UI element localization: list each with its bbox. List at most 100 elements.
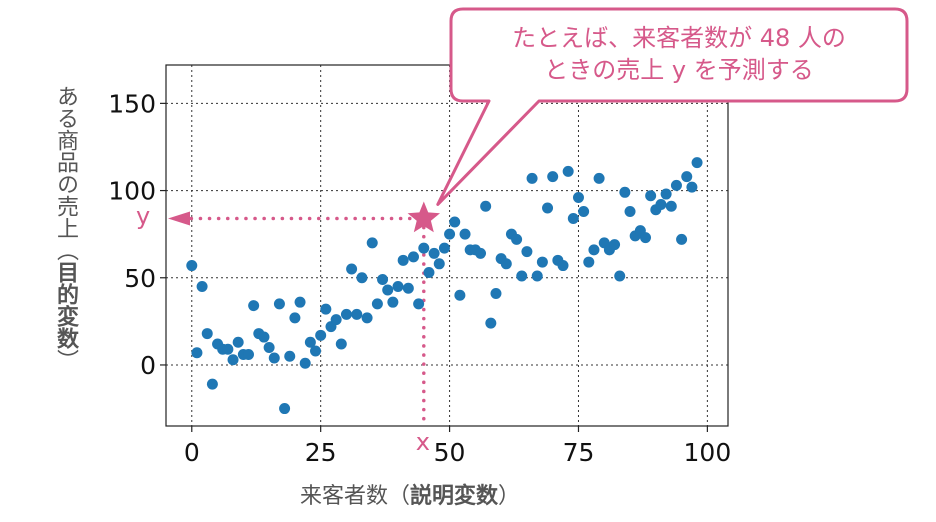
data-point: [340, 308, 352, 320]
x-tick-label: 25: [305, 438, 337, 467]
data-point: [686, 181, 698, 193]
data-point: [371, 298, 383, 310]
data-point: [438, 242, 450, 254]
data-point: [640, 232, 652, 244]
x-tick-label: 100: [684, 438, 732, 467]
data-point: [542, 202, 554, 214]
data-point: [335, 338, 347, 350]
data-point: [248, 300, 260, 312]
y-axis-label-paren-open: （: [53, 239, 78, 261]
y-tick-label: 100: [108, 177, 156, 206]
data-point: [356, 272, 368, 284]
data-point: [423, 267, 435, 279]
prediction-marker: [407, 201, 440, 233]
data-point: [330, 314, 342, 326]
data-point: [511, 233, 523, 245]
data-point: [413, 298, 425, 310]
annotation-line-2: ときの売上 y を予測する: [544, 56, 814, 84]
y-guide-arrowhead: [168, 211, 190, 226]
data-point: [377, 274, 389, 286]
data-point: [206, 378, 218, 390]
y-tick-label: 50: [124, 264, 156, 293]
axis-ticks: 0 25 50 75 100 0 50 100 150: [108, 89, 731, 467]
data-point: [222, 343, 234, 355]
data-point: [315, 329, 327, 341]
y-tick-label: 150: [108, 89, 156, 118]
data-point: [201, 328, 213, 340]
x-axis-label-bold: 説明変数: [410, 484, 499, 509]
data-point: [670, 179, 682, 191]
x-axis-label-paren-close: ）: [498, 484, 521, 509]
data-point: [459, 228, 471, 240]
annotation-line-1: たとえば、来客者数が 48 人の: [512, 24, 846, 52]
x-axis-label-main: 来客者数: [300, 484, 389, 509]
data-point: [289, 312, 301, 324]
data-point: [619, 186, 631, 198]
data-point: [572, 192, 584, 204]
y-marker-label: y: [136, 202, 151, 231]
y-tick-label: 0: [140, 351, 156, 380]
x-tick-label: 75: [563, 438, 595, 467]
data-point: [691, 157, 703, 169]
y-axis-label-main: ある商品の売上: [53, 85, 78, 239]
data-point: [660, 188, 672, 200]
data-point: [536, 256, 548, 268]
data-point: [578, 205, 590, 217]
data-point: [681, 171, 693, 183]
data-point: [562, 165, 574, 177]
data-point: [480, 200, 492, 212]
data-point: [516, 270, 528, 282]
data-point: [392, 280, 404, 292]
data-point: [242, 348, 254, 360]
data-point: [531, 270, 543, 282]
data-point: [593, 172, 605, 184]
prediction-star: [407, 201, 440, 233]
data-point: [351, 308, 363, 320]
x-tick-label: 50: [434, 438, 466, 467]
data-point: [475, 247, 487, 259]
data-point: [294, 296, 306, 308]
data-point: [263, 342, 275, 354]
data-point: [227, 354, 239, 366]
data-point: [609, 239, 621, 251]
data-points: [186, 157, 703, 415]
y-axis-label-paren-close: ）: [53, 349, 78, 371]
data-point: [583, 256, 595, 268]
data-point: [676, 233, 688, 245]
data-point: [407, 251, 419, 263]
prediction-guides: [168, 211, 426, 426]
data-point: [268, 352, 280, 364]
data-point: [320, 303, 332, 315]
annotation-callout: [436, 7, 909, 206]
data-point: [258, 331, 270, 343]
x-axis-label: 来客者数（説明変数）: [300, 478, 520, 510]
data-point: [588, 244, 600, 256]
data-point: [645, 190, 657, 202]
data-point: [665, 200, 677, 212]
data-point: [490, 287, 502, 299]
data-point: [402, 282, 414, 294]
data-point: [186, 260, 198, 272]
data-point: [310, 345, 322, 357]
data-point: [433, 258, 445, 270]
data-point: [284, 350, 296, 362]
data-point: [449, 216, 461, 228]
data-point: [526, 172, 538, 184]
data-point: [304, 336, 316, 348]
x-axis-label-paren-open: （: [388, 484, 411, 509]
data-point: [547, 171, 559, 183]
x-marker-label: x: [415, 428, 430, 456]
data-point: [624, 205, 636, 217]
data-point: [382, 284, 394, 296]
data-point: [361, 312, 373, 324]
data-point: [418, 242, 430, 254]
data-point: [557, 260, 569, 272]
data-point: [655, 199, 667, 211]
x-tick-label: 0: [184, 438, 200, 467]
data-point: [397, 254, 409, 266]
data-point: [273, 298, 285, 310]
data-point: [387, 296, 399, 308]
data-point: [279, 403, 291, 415]
callout-bubble: [436, 7, 909, 206]
